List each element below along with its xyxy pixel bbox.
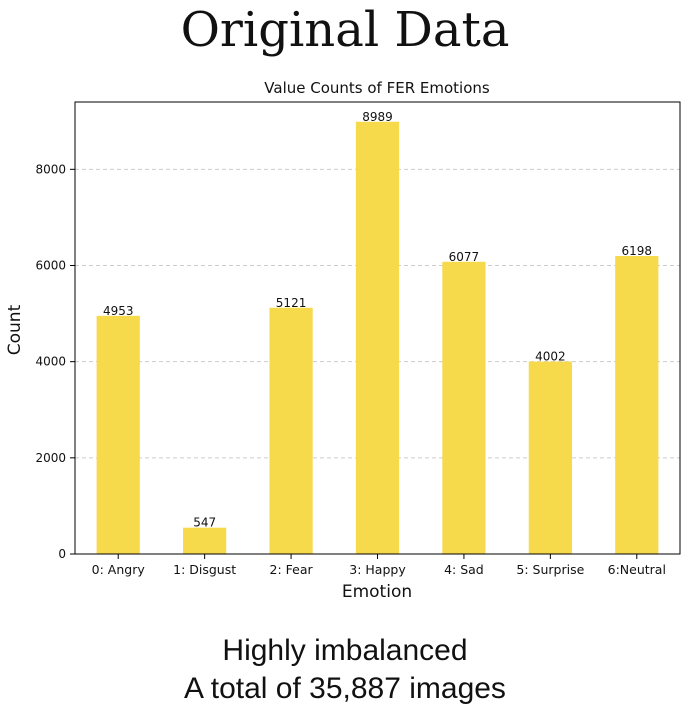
bar-value-label: 6077 (449, 250, 480, 264)
bar-value-label: 5121 (276, 296, 307, 310)
bar (528, 361, 572, 554)
chart-title: Value Counts of FER Emotions (264, 79, 490, 97)
bar (442, 261, 486, 554)
bar-value-label: 4953 (103, 304, 134, 318)
caption-line-1: Highly imbalanced (222, 634, 468, 667)
x-tick-label: 3: Happy (349, 562, 406, 577)
x-tick-label: 1: Disgust (173, 562, 236, 577)
bar-value-label: 4002 (535, 350, 566, 364)
page-title: Original Data (180, 2, 510, 58)
x-tick-label: 2: Fear (270, 562, 314, 577)
x-tick-label: 6:Neutral (608, 562, 666, 577)
bar (355, 121, 400, 555)
bar-chart: Value Counts of FER Emotions 4953 547 5121… (5, 79, 681, 602)
y-tick-label: 8000 (35, 162, 66, 176)
caption-line-2: A total of 35,887 images (184, 672, 506, 705)
bar (183, 527, 227, 554)
y-axis-label: Count (5, 304, 25, 355)
x-tick-label: 4: Sad (444, 562, 484, 577)
bar-value-label: 547 (193, 516, 216, 530)
y-tick-label: 4000 (35, 355, 66, 369)
bar-value-label: 8989 (362, 110, 393, 124)
y-tick-label: 2000 (35, 451, 66, 465)
y-tick-label: 0 (58, 547, 66, 561)
x-ticks: 0: Angry 1: Disgust 2: Fear 3: Happy 4: Sad 5… (92, 554, 666, 577)
bar (615, 255, 659, 554)
x-tick-label: 5: Surprise (516, 562, 584, 577)
bar (96, 315, 140, 554)
bars (96, 121, 659, 555)
y-tick-label: 6000 (35, 258, 66, 272)
bar-value-label: 6198 (622, 244, 653, 258)
bar-value-labels: 4953 547 5121 8989 6077 4002 6198 (103, 110, 652, 530)
x-axis-label: Emotion (342, 582, 412, 602)
caption: Highly imbalanced A total of 35,887 imag… (0, 632, 690, 708)
bar (269, 307, 313, 554)
x-tick-label: 0: Angry (92, 562, 146, 577)
y-ticks: 0 2000 4000 6000 8000 (35, 162, 75, 561)
